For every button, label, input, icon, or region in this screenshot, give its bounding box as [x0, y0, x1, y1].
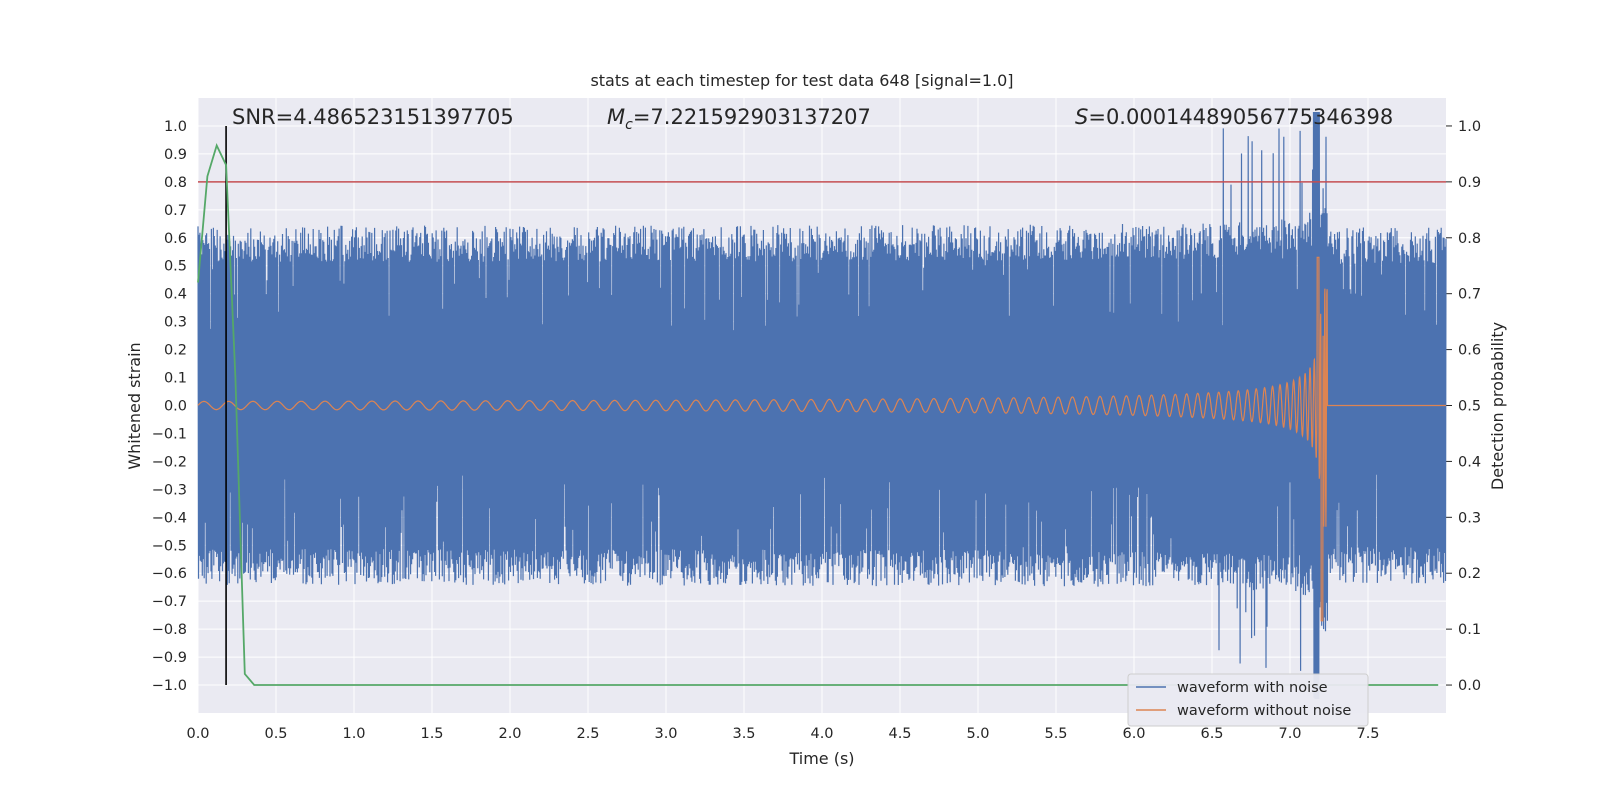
y-tick-label: 0.1	[164, 371, 187, 387]
legend-box	[1127, 673, 1369, 727]
chart-title: stats at each timestep for test data 648…	[590, 71, 1013, 90]
x-tick-label: 3.0	[654, 726, 677, 742]
x-tick-label: 6.5	[1200, 726, 1223, 742]
series-detection-probability	[197, 143, 1439, 686]
y-tick-label: 0.0	[164, 399, 187, 415]
y-right-tick-label: 0.7	[1458, 287, 1481, 303]
y-tick-label: −0.5	[152, 538, 187, 554]
x-axis-label: Time (s)	[788, 749, 854, 768]
y-tick-label: −0.2	[152, 454, 187, 470]
y-right-tick-label: 0.3	[1458, 510, 1481, 526]
x-tick-label: 4.0	[810, 726, 833, 742]
legend-label-noise: waveform with noise	[1177, 680, 1328, 696]
x-tick-label: 6.0	[1122, 726, 1145, 742]
series-waveform-without-noise	[197, 256, 1446, 622]
x-tick-label: 1.0	[342, 726, 365, 742]
x-tick-label: 7.0	[1278, 726, 1301, 742]
y-tick-label: 0.4	[164, 287, 187, 303]
legend: waveform with noise waveform without noi…	[1127, 673, 1369, 727]
y-axis-label: Whitened strain	[125, 342, 144, 469]
y-tick-label: 0.3	[164, 315, 187, 331]
chirp-mass-symbol: M	[607, 105, 625, 129]
y-right-tick-label: 0.2	[1458, 566, 1481, 582]
x-tick-label: 5.5	[1044, 726, 1067, 742]
y-tick-label: 1.0	[164, 119, 187, 135]
x-tick-label: 5.0	[966, 726, 989, 742]
y-right-gridlines	[1446, 125, 1452, 686]
x-tick-label: 2.5	[576, 726, 599, 742]
x-tick-label: 0.0	[186, 726, 209, 742]
y-tick-label: −0.7	[152, 594, 187, 610]
snr-annotation: SNR=4.486523151397705	[232, 105, 514, 129]
y-tick-label: −0.4	[152, 510, 187, 526]
y-tick-label: 0.6	[164, 231, 187, 247]
x-tick-label: 0.5	[264, 726, 287, 742]
y-right-tick-label: 0.1	[1458, 622, 1481, 638]
y-tick-label: 0.7	[164, 203, 187, 219]
s-annotation: S=0.00014489056775346398	[1075, 105, 1393, 129]
y-tick-label: −0.3	[152, 482, 187, 498]
y-right-tick-label: 1.0	[1458, 119, 1481, 135]
chirp-mass-annotation: Mc=7.221592903137207	[607, 105, 871, 133]
chirp-mass-value: =7.221592903137207	[633, 105, 871, 129]
s-symbol: S	[1075, 105, 1088, 129]
y-tick-label: 0.8	[164, 175, 187, 191]
y-right-tick-label: 0.4	[1458, 454, 1481, 470]
y-tick-label: 0.2	[164, 343, 187, 359]
y-right-tick-label: 0.6	[1458, 343, 1481, 359]
y-tick-label: −0.1	[152, 426, 187, 442]
y-right-tick-label: 0.8	[1458, 231, 1481, 247]
y-right-axis-label: Detection probability	[1488, 322, 1507, 490]
x-tick-labels: 0.0 0.5 1.0 1.5 2.0 2.5 3.0 3.5 4.0 4.5 5.0 5.5 6.0 6…	[186, 726, 1379, 742]
y-right-tick-label: 0.9	[1458, 175, 1481, 191]
y-tick-label: −1.0	[152, 678, 187, 694]
x-tick-label: 2.0	[498, 726, 521, 742]
chirp-mass-subscript: c	[625, 117, 633, 133]
x-tick-label: 1.5	[420, 726, 443, 742]
y-tick-label: −0.6	[152, 566, 187, 582]
y-right-tick-label: 0.0	[1458, 678, 1481, 694]
y-right-tick-label: 0.5	[1458, 399, 1481, 415]
legend-label-clean: waveform without noise	[1177, 703, 1351, 719]
y-tick-labels: 1.0 0.9 0.8 0.7 0.6 0.5 0.4 0.3 0.2 0.1 0.0 −0.1 −0.…	[152, 119, 187, 694]
x-tick-label: 4.5	[888, 726, 911, 742]
s-value: =0.00014489056775346398	[1088, 105, 1393, 129]
x-tick-label: 3.5	[732, 726, 755, 742]
y-tick-label: 0.5	[164, 259, 187, 275]
series-waveform-with-noise	[197, 111, 1447, 700]
y-tick-label: −0.8	[152, 622, 187, 638]
x-tick-label: 7.5	[1356, 726, 1379, 742]
y-right-tick-labels: 1.0 0.9 0.8 0.7 0.6 0.5 0.4 0.3 0.2 0.1 0.0	[1458, 119, 1481, 694]
y-tick-label: 0.9	[164, 147, 187, 163]
y-tick-label: −0.9	[152, 650, 187, 666]
